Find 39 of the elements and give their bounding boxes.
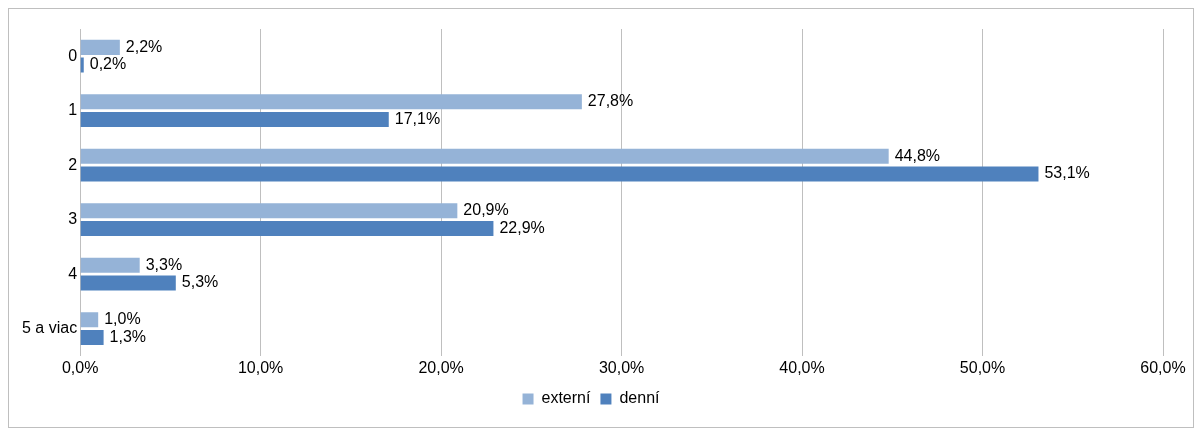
x-tick-label: 0,0% xyxy=(61,358,99,376)
x-tick-label: 20,0% xyxy=(418,358,464,376)
bar xyxy=(80,112,389,128)
bar xyxy=(80,57,84,73)
y-tick-label: 0 xyxy=(68,46,78,64)
y-tick-label: 1 xyxy=(68,101,78,119)
data-label: 1,0% xyxy=(104,310,141,328)
y-tick-label: 5 a viac xyxy=(22,318,78,336)
bar xyxy=(80,203,458,219)
bar xyxy=(80,257,140,273)
bar xyxy=(80,275,176,291)
bar xyxy=(80,148,889,164)
data-label: 27,8% xyxy=(587,92,634,110)
data-label: 17,1% xyxy=(394,109,441,127)
y-tick-label: 4 xyxy=(68,264,78,282)
x-tick-label: 60,0% xyxy=(1140,358,1186,376)
data-label: 2,2% xyxy=(125,37,163,55)
data-label: 3,3% xyxy=(145,255,183,273)
data-label: 53,1% xyxy=(1044,164,1090,182)
bar xyxy=(80,166,1039,182)
x-tick-label: 10,0% xyxy=(237,358,284,376)
legend-label: denní xyxy=(619,389,661,407)
x-tick-label: 50,0% xyxy=(959,358,1006,376)
data-label: 22,9% xyxy=(499,218,545,236)
data-label: 44,8% xyxy=(894,146,941,164)
bar xyxy=(80,94,582,110)
legend-label: externí xyxy=(541,389,591,407)
bar xyxy=(80,220,494,237)
x-tick-label: 40,0% xyxy=(779,358,825,376)
x-tick-label: 30,0% xyxy=(598,358,645,376)
data-label: 1,3% xyxy=(109,327,147,345)
data-label: 5,3% xyxy=(181,273,219,291)
data-label: 0,2% xyxy=(89,55,127,73)
bar xyxy=(80,312,99,328)
y-tick-label: 2 xyxy=(68,155,78,173)
data-label: 20,9% xyxy=(463,201,509,219)
y-tick-label: 3 xyxy=(68,210,78,228)
bar xyxy=(80,329,104,345)
bar xyxy=(80,39,120,55)
